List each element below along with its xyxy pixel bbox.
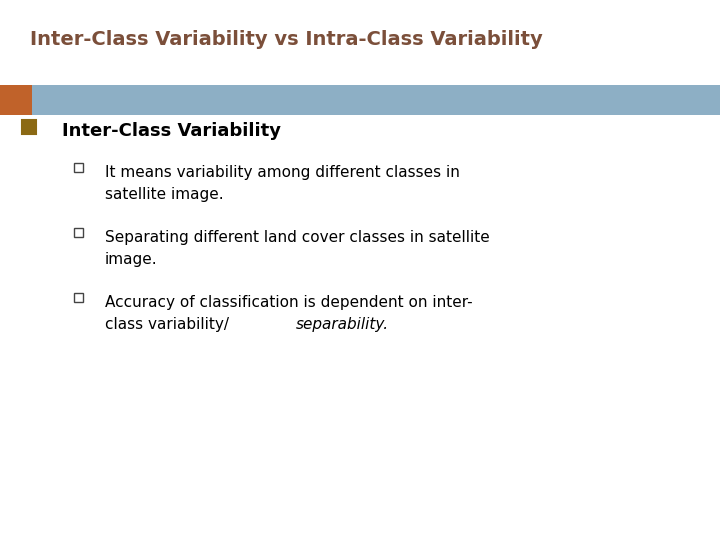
Text: class variability/: class variability/: [105, 317, 229, 332]
Text: separability.: separability.: [295, 317, 389, 332]
Bar: [22, 120, 36, 134]
Bar: [74, 293, 83, 302]
Text: Inter-Class Variability vs Intra-Class Variability: Inter-Class Variability vs Intra-Class V…: [30, 30, 543, 49]
Text: It means variability among different classes in: It means variability among different cla…: [105, 165, 460, 180]
Text: Accuracy of classification is dependent on inter-: Accuracy of classification is dependent …: [105, 295, 472, 310]
Bar: [32, 85, 720, 115]
Text: Separating different land cover classes in satellite: Separating different land cover classes …: [105, 230, 490, 245]
Bar: [74, 228, 83, 237]
Text: satellite image.: satellite image.: [105, 187, 224, 202]
Text: Inter-Class Variability: Inter-Class Variability: [62, 122, 281, 140]
Bar: [74, 163, 83, 172]
Text: image.: image.: [105, 252, 158, 267]
Bar: [0, 85, 32, 115]
